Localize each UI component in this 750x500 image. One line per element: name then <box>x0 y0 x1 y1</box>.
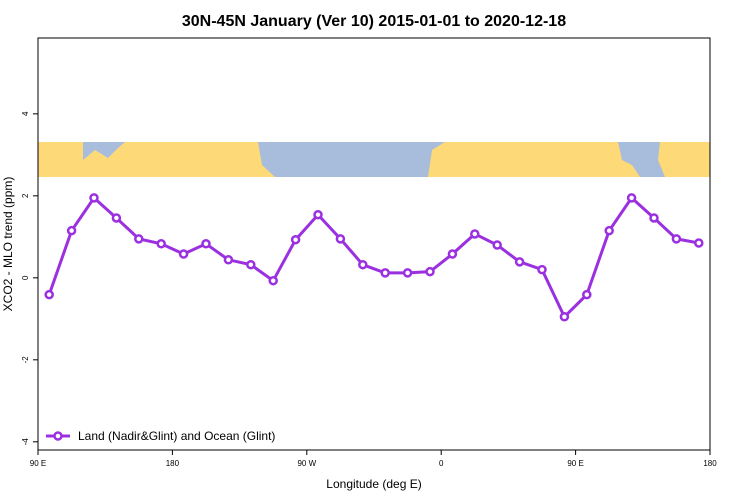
x-tick-label: 180 <box>703 459 717 468</box>
data-point <box>44 289 54 300</box>
data-point <box>447 249 458 259</box>
x-tick-label: 90 E <box>567 459 583 468</box>
data-point <box>66 225 77 236</box>
series-line <box>47 195 700 320</box>
y-tick-label: -4 <box>21 438 30 446</box>
x-tick-label: 90 E <box>30 459 46 468</box>
data-point <box>335 234 346 244</box>
data-point <box>380 268 390 278</box>
data-point <box>649 213 659 223</box>
data-point <box>671 234 682 244</box>
data-point <box>134 234 144 244</box>
data-point <box>537 264 547 275</box>
data-point <box>246 259 256 270</box>
data-point <box>111 213 122 223</box>
data-point <box>470 229 480 239</box>
data-point <box>156 239 166 249</box>
legend-label: Land (Nadir&Glint) and Ocean (Glint) <box>78 429 275 443</box>
data-point <box>313 209 323 220</box>
y-tick-label: -2 <box>21 356 30 364</box>
chart-title: 30N-45N January (Ver 10) 2015-01-01 to 2… <box>182 13 566 30</box>
x-tick-label: 0 <box>439 459 444 468</box>
data-point <box>268 275 278 286</box>
data-point <box>559 312 570 322</box>
x-tick-label: 180 <box>166 459 180 468</box>
data-point <box>402 268 413 278</box>
data-point <box>178 249 189 259</box>
data-point <box>425 266 435 277</box>
data-point <box>626 193 637 203</box>
legend-marker <box>53 431 63 441</box>
data-point <box>492 240 502 250</box>
data-point <box>89 193 99 203</box>
data-point <box>582 289 592 300</box>
y-tick-label: 2 <box>21 193 30 198</box>
x-tick-label: 90 W <box>297 459 316 468</box>
data-point <box>290 234 301 245</box>
x-axis-label: Longitude (deg E) <box>326 477 421 491</box>
data-point <box>223 255 234 265</box>
y-axis-label: XCO2 - MLO trend (ppm) <box>1 177 15 312</box>
data-point <box>201 239 211 249</box>
map-band <box>38 142 710 177</box>
y-tick-label: 4 <box>21 111 30 116</box>
data-point <box>604 225 614 236</box>
y-tick-label: 0 <box>21 275 30 280</box>
data-point <box>358 259 368 270</box>
data-point <box>694 238 704 248</box>
plot-frame <box>37 37 711 451</box>
data-point <box>514 257 525 267</box>
